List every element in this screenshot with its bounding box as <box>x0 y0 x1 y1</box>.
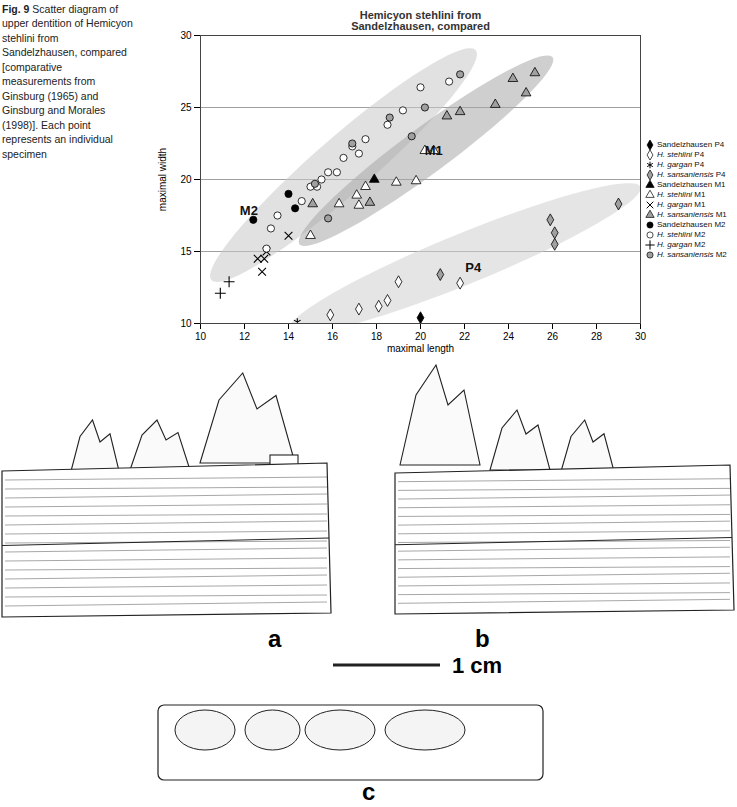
svg-text:14: 14 <box>283 331 295 342</box>
svg-text:16: 16 <box>327 331 339 342</box>
html-text:H. gargan P4: H. gargan P4 <box>657 160 705 169</box>
svg-text:maximal length: maximal length <box>387 343 454 354</box>
svg-text:a: a <box>268 625 282 652</box>
svg-text:30: 30 <box>180 30 192 41</box>
html-text:H. stehlini M2: H. stehlini M2 <box>657 230 706 239</box>
html-text:Fig. 9 Scatter diagram of uppe: Fig. 9 Scatter diagram of upper dentitio… <box>2 3 133 160</box>
html-text:Sandelzhausen M1: Sandelzhausen M1 <box>657 180 726 189</box>
svg-text:25: 25 <box>180 102 192 113</box>
svg-text:20: 20 <box>415 331 427 342</box>
html-text:H. sansaniensis M1: H. sansaniensis M1 <box>657 210 727 219</box>
svg-text:28: 28 <box>591 331 603 342</box>
html-text:H. sansaniensis M2: H. sansaniensis M2 <box>657 250 727 259</box>
svg-text:M1: M1 <box>425 143 443 158</box>
html-text:H. gargan M2: H. gargan M2 <box>657 240 706 249</box>
svg-text:18: 18 <box>371 331 383 342</box>
svg-text:10: 10 <box>195 331 207 342</box>
svg-text:22: 22 <box>459 331 471 342</box>
svg-text:M2: M2 <box>240 203 258 218</box>
svg-text:12: 12 <box>239 331 251 342</box>
svg-text:c: c <box>362 778 375 805</box>
svg-text:b: b <box>475 625 490 652</box>
html-text:H. stehlini P4: H. stehlini P4 <box>657 150 705 159</box>
svg-text:24: 24 <box>503 331 515 342</box>
html-text:H. sansaniensis P4: H. sansaniensis P4 <box>657 170 726 179</box>
html-text:Sandelzhausen M2: Sandelzhausen M2 <box>657 220 726 229</box>
svg-text:Hemicyon stehlini fromSandelzh: Hemicyon stehlini fromSandelzhausen, com… <box>351 9 490 32</box>
svg-text:10: 10 <box>180 318 192 329</box>
svg-text:20: 20 <box>180 174 192 185</box>
svg-text:maximal width: maximal width <box>157 148 168 211</box>
html-text:H. gargan M1: H. gargan M1 <box>657 200 706 209</box>
svg-text:26: 26 <box>547 331 559 342</box>
svg-text:30: 30 <box>635 331 647 342</box>
svg-text:P4: P4 <box>465 260 482 275</box>
svg-text:1 cm: 1 cm <box>452 653 502 678</box>
svg-text:15: 15 <box>180 246 192 257</box>
html-text:Sandelzhausen P4: Sandelzhausen P4 <box>657 140 725 149</box>
html-text:H. stehlini M1: H. stehlini M1 <box>657 190 706 199</box>
